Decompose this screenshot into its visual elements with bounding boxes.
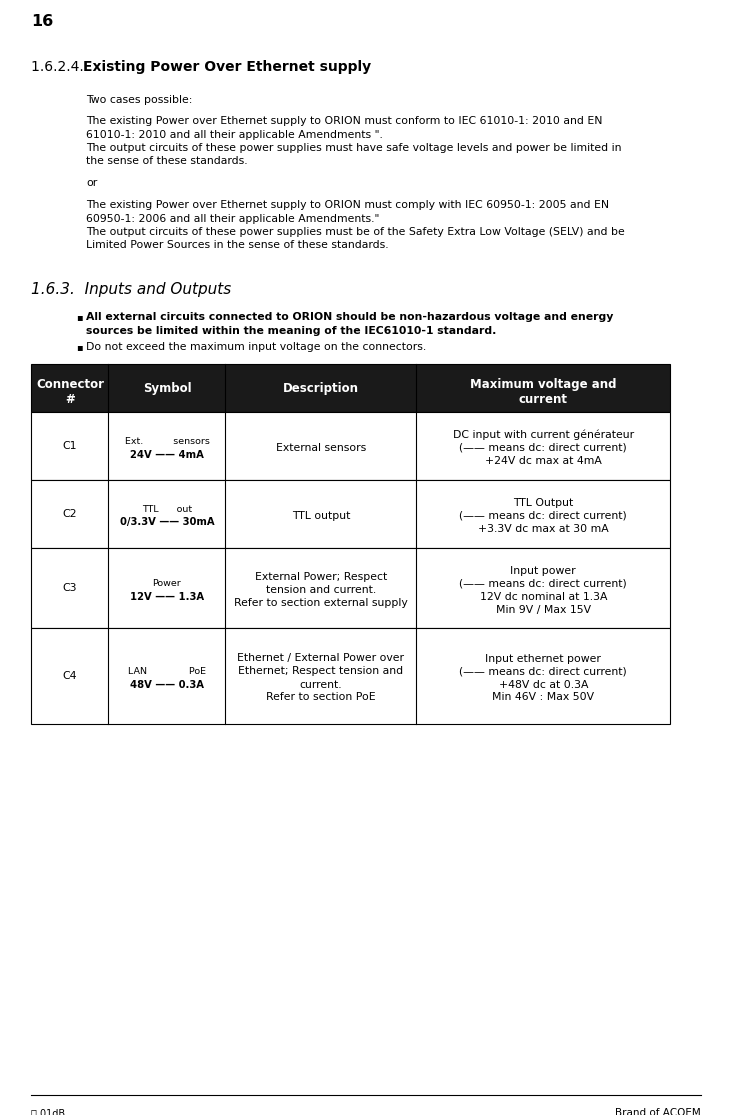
Text: Ethernet; Respect tension and: Ethernet; Respect tension and: [239, 667, 403, 677]
Text: 12V dc nominal at 1.3A: 12V dc nominal at 1.3A: [479, 591, 607, 601]
Text: External sensors: External sensors: [276, 443, 366, 453]
Text: Maximum voltage and
current: Maximum voltage and current: [470, 378, 616, 406]
Text: the sense of these standards.: the sense of these standards.: [86, 156, 248, 166]
Text: Refer to section external supply: Refer to section external supply: [234, 598, 408, 608]
Text: Limited Power Sources in the sense of these standards.: Limited Power Sources in the sense of th…: [86, 241, 389, 251]
Text: Refer to section PoE: Refer to section PoE: [266, 692, 376, 702]
Text: LAN              PoE: LAN PoE: [128, 667, 206, 676]
Text: Power: Power: [152, 579, 182, 588]
Text: The existing Power over Ethernet supply to ORION must conform to IEC 61010-1: 20: The existing Power over Ethernet supply …: [86, 116, 603, 126]
Text: C2: C2: [63, 510, 77, 518]
Text: Input ethernet power: Input ethernet power: [485, 653, 601, 663]
Text: 61010-1: 2010 and all their applicable Amendments ".: 61010-1: 2010 and all their applicable A…: [86, 129, 384, 139]
Text: C4: C4: [63, 671, 77, 681]
Text: Input power: Input power: [510, 565, 576, 575]
Text: External Power; Respect: External Power; Respect: [255, 572, 387, 582]
Text: current.: current.: [299, 679, 342, 689]
Text: +3.3V dc max at 30 mA: +3.3V dc max at 30 mA: [478, 524, 609, 534]
Text: (—— means dc: direct current): (—— means dc: direct current): [460, 443, 627, 453]
Text: TTL      out: TTL out: [142, 504, 192, 514]
Text: +48V dc at 0.3A: +48V dc at 0.3A: [498, 679, 588, 689]
Text: Connector
#: Connector #: [36, 378, 104, 406]
Text: Ethernet / External Power over: Ethernet / External Power over: [237, 653, 404, 663]
Text: ▪: ▪: [76, 312, 83, 322]
Bar: [31, 479, 671, 547]
Text: All external circuits connected to ORION should be non-hazardous voltage and ene: All external circuits connected to ORION…: [86, 312, 613, 322]
Text: ▪: ▪: [76, 342, 83, 352]
Text: Existing Power Over Ethernet supply: Existing Power Over Ethernet supply: [83, 60, 372, 74]
Text: Symbol: Symbol: [143, 382, 191, 395]
Text: Do not exceed the maximum input voltage on the connectors.: Do not exceed the maximum input voltage …: [86, 342, 427, 352]
Text: 60950-1: 2006 and all their applicable Amendments.": 60950-1: 2006 and all their applicable A…: [86, 213, 380, 223]
Text: 12V —— 1.3A: 12V —— 1.3A: [130, 591, 204, 601]
Text: (—— means dc: direct current): (—— means dc: direct current): [460, 511, 627, 521]
Bar: [31, 363, 671, 413]
Text: TTL output: TTL output: [291, 511, 350, 521]
Text: Min 46V : Max 50V: Min 46V : Max 50V: [492, 692, 594, 702]
Text: 1.6.3.  Inputs and Outputs: 1.6.3. Inputs and Outputs: [31, 282, 232, 297]
Text: Ⓢ 01dB: Ⓢ 01dB: [31, 1108, 66, 1115]
Text: Brand of ACOEM: Brand of ACOEM: [615, 1108, 701, 1115]
Text: 0/3.3V —— 30mA: 0/3.3V —— 30mA: [119, 517, 214, 527]
Text: C1: C1: [63, 442, 77, 450]
Text: 48V —— 0.3A: 48V —— 0.3A: [130, 679, 204, 689]
Text: Two cases possible:: Two cases possible:: [86, 95, 193, 105]
Text: The existing Power over Ethernet supply to ORION must comply with IEC 60950-1: 2: The existing Power over Ethernet supply …: [86, 200, 610, 210]
Text: C3: C3: [63, 583, 77, 593]
Text: Min 9V / Max 15V: Min 9V / Max 15V: [496, 604, 591, 614]
Text: TTL Output: TTL Output: [513, 498, 573, 508]
Bar: [31, 413, 671, 479]
Text: Ext.          sensors: Ext. sensors: [124, 436, 209, 446]
Text: or: or: [86, 178, 97, 188]
Text: tension and current.: tension and current.: [266, 585, 376, 595]
Text: (—— means dc: direct current): (—— means dc: direct current): [460, 579, 627, 589]
Text: The output circuits of these power supplies must have safe voltage levels and po: The output circuits of these power suppl…: [86, 143, 622, 153]
Text: +24V dc max at 4mA: +24V dc max at 4mA: [485, 456, 602, 466]
Text: 24V —— 4mA: 24V —— 4mA: [130, 449, 204, 459]
Bar: [31, 547, 671, 628]
Text: 1.6.2.4.: 1.6.2.4.: [31, 60, 89, 74]
Text: Description: Description: [283, 382, 359, 395]
Bar: [31, 628, 671, 724]
Text: DC input with current générateur: DC input with current générateur: [452, 430, 634, 440]
Text: The output circuits of these power supplies must be of the Safety Extra Low Volt: The output circuits of these power suppl…: [86, 227, 625, 237]
Text: (—— means dc: direct current): (—— means dc: direct current): [460, 667, 627, 677]
Text: 16: 16: [31, 14, 53, 29]
Text: sources be limited within the meaning of the IEC61010-1 standard.: sources be limited within the meaning of…: [86, 326, 497, 336]
